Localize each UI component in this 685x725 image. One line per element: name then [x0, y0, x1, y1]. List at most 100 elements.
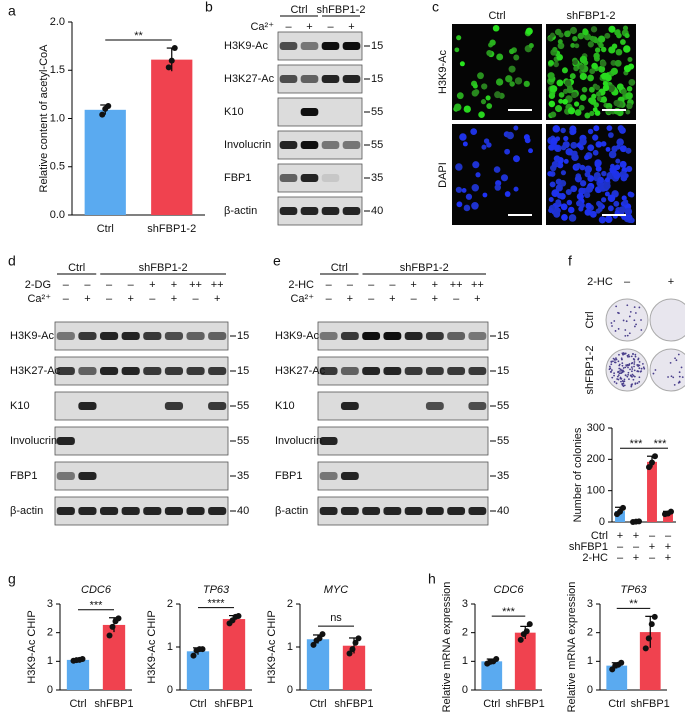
condition-mark: –	[106, 293, 113, 305]
blot-band	[56, 507, 75, 515]
cell-nucleus	[549, 32, 555, 38]
cell-nucleus	[555, 199, 562, 206]
cell-nucleus	[485, 95, 491, 101]
chart-title: MYC	[324, 584, 349, 596]
blot-band	[447, 507, 466, 515]
cell-nucleus	[601, 72, 609, 80]
blot-band	[164, 402, 184, 410]
marker-label: 35	[371, 172, 383, 184]
cell-nucleus	[601, 197, 607, 203]
colony	[642, 366, 645, 369]
colony	[632, 378, 635, 381]
condition-label: Ca²⁺	[27, 293, 51, 305]
significance-label: **	[629, 598, 638, 610]
blot-band	[143, 367, 162, 375]
cell-nucleus	[463, 105, 471, 113]
blot-band	[425, 507, 444, 515]
blot-row-label: Involucrin	[224, 139, 271, 151]
blot-band	[279, 207, 298, 215]
data-point	[517, 636, 524, 643]
data-point	[349, 646, 356, 653]
cell-nucleus	[623, 65, 632, 73]
cell-nucleus	[597, 176, 604, 184]
cell-nucleus	[576, 192, 584, 201]
y-axis-label: H3K9-Ac CHIP	[266, 610, 278, 683]
condition-mark: –	[84, 279, 91, 291]
colony	[638, 306, 641, 309]
cell-nucleus	[578, 206, 584, 212]
cell-nucleus	[548, 100, 556, 108]
colony	[631, 368, 634, 370]
colony	[631, 373, 634, 376]
condition-mark: ++	[189, 279, 202, 291]
blot-band	[78, 507, 97, 515]
marker-label: 15	[371, 73, 383, 85]
cell-nucleus	[523, 80, 530, 88]
colony	[613, 381, 616, 383]
colony	[626, 375, 629, 378]
lane-group-label: shFBP1-2	[400, 262, 449, 274]
colony	[667, 376, 669, 378]
condition-mark: +	[474, 293, 480, 305]
significance-label: ***	[502, 606, 516, 618]
cell-nucleus	[603, 182, 611, 190]
y-tick-label: 1	[587, 655, 593, 667]
cell-nucleus	[598, 65, 606, 73]
blot-row-label: β-actin	[275, 505, 308, 517]
data-point	[493, 656, 500, 663]
condition-mark: +	[149, 279, 155, 291]
colony	[681, 376, 684, 379]
marker-label: 55	[237, 435, 249, 447]
cell-nucleus	[598, 216, 606, 224]
colony	[680, 366, 683, 369]
cell-nucleus	[509, 81, 515, 87]
blot-strip	[277, 97, 363, 127]
y-tick-label: 1	[462, 655, 468, 667]
cell-nucleus	[625, 213, 633, 221]
cell-nucleus	[600, 46, 607, 53]
cell-nucleus	[624, 33, 630, 39]
cell-nucleus	[508, 65, 516, 73]
blot-band	[208, 332, 227, 340]
cell-nucleus	[556, 192, 563, 199]
blot-band	[56, 367, 75, 375]
colony	[627, 371, 630, 374]
cell-nucleus	[595, 165, 602, 172]
colony	[614, 330, 617, 332]
cell-nucleus	[572, 36, 578, 42]
condition-mark: –	[149, 293, 156, 305]
cell-nucleus	[564, 30, 571, 38]
blot-band	[121, 507, 140, 515]
condition-mark: ++	[450, 279, 463, 291]
colony	[610, 370, 613, 373]
condition-mark: +	[214, 293, 220, 305]
cell-nucleus	[551, 160, 559, 168]
cell-nucleus	[579, 137, 587, 146]
condition-label: shFBP1	[569, 541, 608, 553]
cell-nucleus	[558, 92, 565, 98]
data-point	[646, 464, 652, 471]
blot-band	[99, 332, 119, 340]
chart-title: TP63	[620, 584, 647, 596]
data-point	[355, 635, 362, 642]
chart-title: CDC6	[494, 584, 525, 596]
colony	[643, 367, 646, 370]
cell-nucleus	[555, 105, 563, 113]
colony	[637, 370, 640, 373]
chart-title: TP63	[203, 584, 230, 596]
bar	[481, 661, 503, 690]
cell-nucleus	[525, 27, 533, 35]
blot-band	[425, 332, 444, 340]
blot-band	[340, 332, 359, 340]
colony	[630, 384, 633, 387]
cell-nucleus	[472, 83, 478, 89]
condition-mark: –	[106, 279, 113, 291]
colony	[611, 325, 613, 327]
cell-nucleus	[505, 75, 513, 83]
cell-nucleus	[579, 164, 586, 171]
condition-mark: –	[368, 279, 375, 291]
cell-nucleus	[471, 202, 479, 210]
blot-row-label: β-actin	[224, 205, 257, 217]
colony	[615, 357, 617, 360]
cell-nucleus	[616, 83, 624, 91]
